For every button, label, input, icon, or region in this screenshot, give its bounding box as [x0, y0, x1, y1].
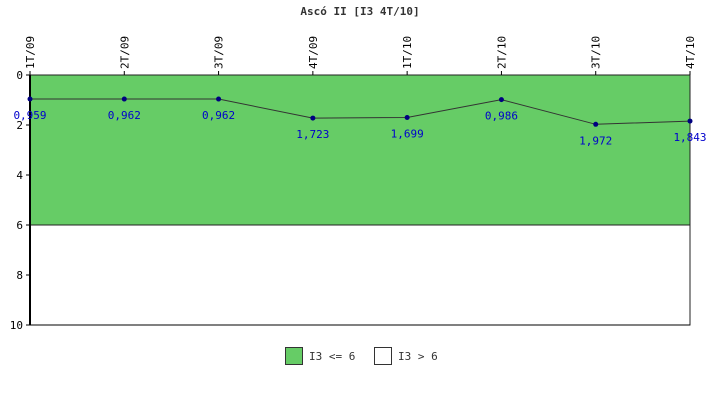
data-labels: 0,959 0,962 0,962 1,723 1,699 0,986 1,972 1,843 [13, 109, 706, 147]
legend-label-ok: I3 <= 6 [309, 349, 356, 363]
legend-swatch-white [374, 347, 392, 365]
data-label: 1,723 [296, 128, 329, 141]
data-label: 0,962 [108, 109, 141, 122]
y-tick-label: 2 [16, 119, 23, 132]
band-1 [29, 224, 691, 326]
y-tick-label: 4 [16, 169, 23, 182]
data-point [404, 114, 410, 120]
chart-title: Ascó II [I3 4T/10] [300, 5, 419, 18]
data-label: 1,699 [391, 127, 424, 140]
y-tick-label: 8 [16, 269, 23, 282]
band-0 [29, 74, 691, 226]
data-label: 0,986 [485, 110, 518, 123]
data-point [121, 96, 127, 102]
x-tick-label: 4T/09 [307, 36, 320, 69]
x-tick-labels: 1T/09 2T/09 3T/09 4T/09 1T/10 2T/10 3T/10 4T/10 [24, 36, 697, 75]
x-tick-label: 2T/09 [118, 36, 131, 69]
data-point [216, 96, 222, 102]
data-label: 1,972 [579, 134, 612, 147]
data-point [310, 115, 316, 121]
legend: I3 <= 6 I3 > 6 [0, 345, 720, 367]
x-tick-label: 3T/10 [590, 36, 603, 69]
legend-swatch-green [285, 347, 303, 365]
series-line-path [29, 98, 691, 125]
data-point [27, 96, 33, 102]
y-tick-labels: 0 2 4 6 8 10 [10, 69, 30, 332]
data-label: 1,843 [673, 131, 706, 144]
y-tick-label: 6 [16, 219, 23, 232]
legend-label-exceeded: I3 > 6 [398, 349, 438, 363]
axes [29, 75, 690, 326]
legend-item-exceeded: I3 > 6 [374, 345, 438, 367]
x-tick-label: 2T/10 [495, 36, 508, 69]
data-label: 0,959 [13, 109, 46, 122]
data-point [593, 121, 599, 127]
x-tick-label: 4T/10 [684, 36, 697, 69]
data-label: 0,962 [202, 109, 235, 122]
legend-item-ok: I3 <= 6 [285, 345, 355, 367]
data-point [498, 97, 504, 103]
y-tick-label: 0 [16, 69, 23, 82]
y-tick-label: 10 [10, 319, 23, 332]
x-tick-label: 1T/10 [401, 36, 414, 69]
series-line [27, 96, 693, 127]
x-tick-label: 1T/09 [24, 36, 37, 69]
x-tick-label: 3T/09 [213, 36, 226, 69]
data-point [687, 118, 693, 124]
threshold-bands [29, 74, 691, 326]
